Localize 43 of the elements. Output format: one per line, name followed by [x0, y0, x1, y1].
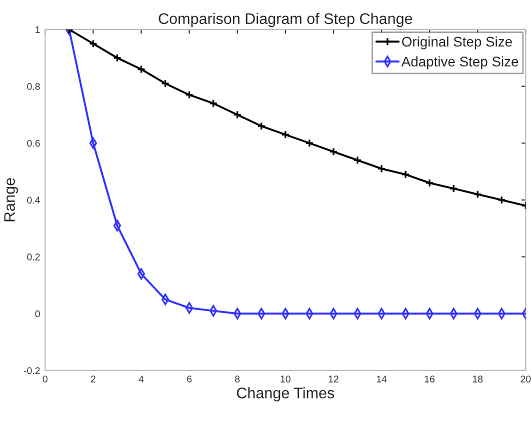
x-tick-label: 20: [520, 376, 531, 382]
point: [305, 138, 314, 148]
point: [161, 294, 170, 306]
point: [473, 190, 482, 199]
y-tick-label: 1: [36, 26, 40, 33]
point: [233, 110, 242, 120]
x-tick-label: 10: [280, 376, 290, 382]
x-tick-label: 14: [376, 376, 387, 382]
point: [184, 90, 194, 100]
point: [160, 79, 170, 88]
legend-label: Adaptive Step Size: [401, 56, 518, 70]
point: [497, 196, 506, 204]
y-tick-label: 0: [35, 310, 40, 318]
x-tick-label: 0: [42, 376, 48, 382]
chart-title: Comparison Diagram of Step Change: [158, 12, 412, 28]
point: [329, 147, 338, 156]
y-axis-title: Range: [4, 178, 18, 222]
point: [401, 170, 410, 179]
point: [137, 268, 146, 280]
x-tick-label: 2: [90, 376, 96, 382]
x-tick-label: 12: [328, 376, 338, 382]
x-tick-label: 16: [424, 376, 435, 382]
y-tick-label: 0.8: [27, 83, 40, 90]
point: [112, 54, 122, 62]
y-tick-label: 0.6: [27, 140, 40, 147]
point: [281, 130, 290, 139]
point: [136, 64, 146, 74]
point: [88, 39, 98, 48]
x-axis-title: Change Times: [236, 387, 334, 402]
y-tick-label: -0.2: [24, 367, 40, 374]
x-tick-label: 8: [235, 376, 240, 382]
x-tick-label: 4: [138, 376, 144, 382]
point: [425, 178, 434, 188]
point: [377, 164, 386, 174]
y-tick-label: 0.4: [27, 196, 40, 204]
point: [257, 122, 266, 130]
point: [353, 156, 362, 164]
x-tick-label: 18: [472, 376, 483, 382]
x-tick-label: 6: [187, 376, 192, 382]
point: [209, 99, 218, 108]
y-tick-label: 0.2: [27, 254, 40, 260]
point: [449, 184, 458, 193]
legend-label: Original Step Size: [402, 36, 512, 50]
